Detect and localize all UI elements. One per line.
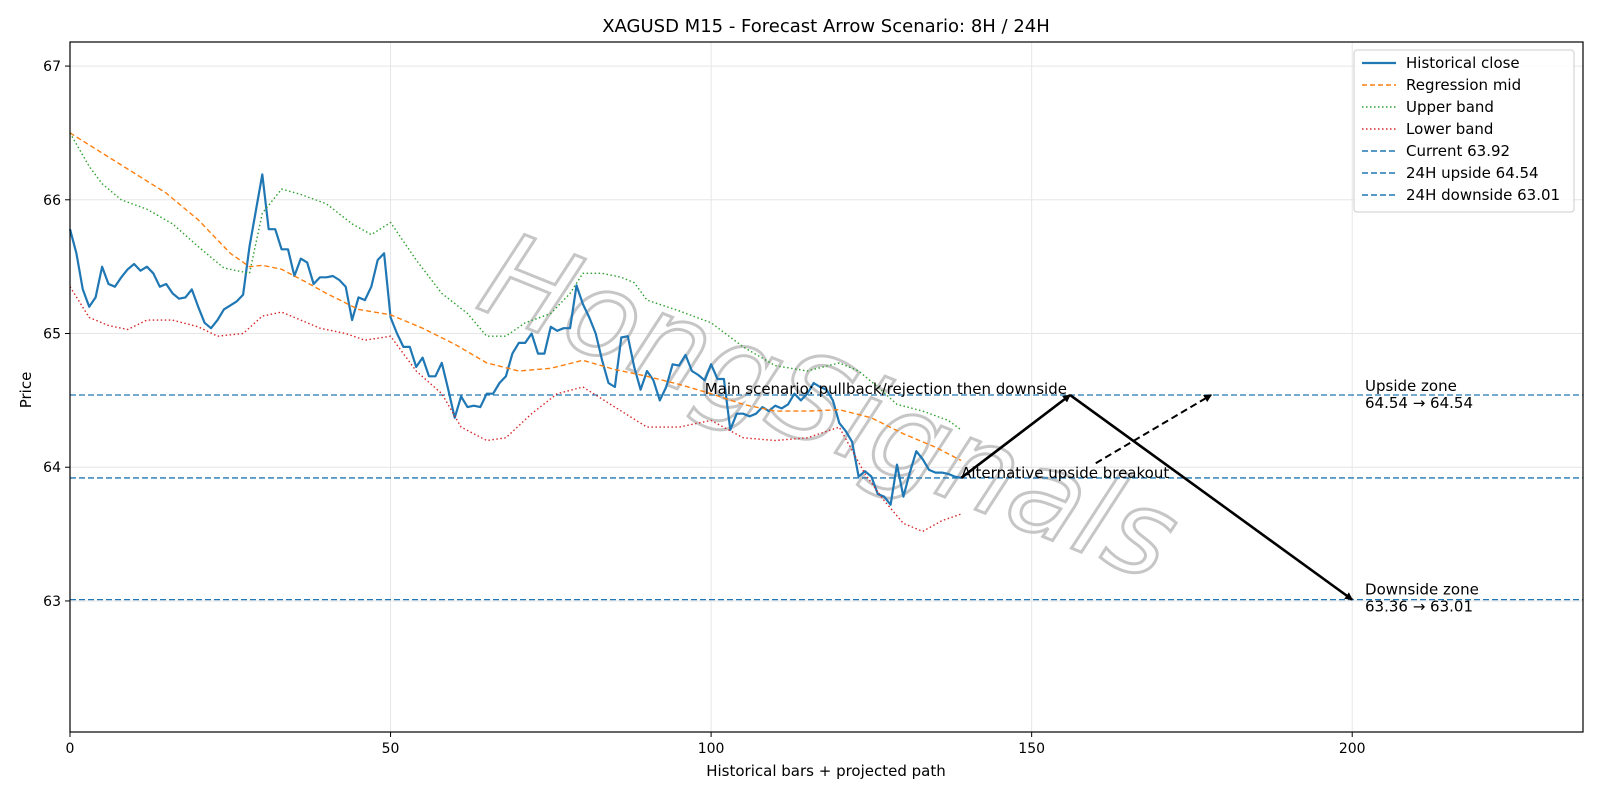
historical-close-line (68, 173, 962, 506)
main-scenario-arrow (1069, 393, 1354, 601)
series-lines (68, 132, 962, 533)
x-tick-label: 100 (698, 741, 725, 757)
upside-zone-title: Upside zone (1365, 377, 1457, 395)
grid (69, 42, 1583, 732)
alternative-scenario-arrow (1095, 394, 1213, 465)
y-tick-label: 67 (43, 59, 61, 75)
x-tick-label: 150 (1018, 741, 1045, 757)
chart-title: XAGUSD M15 - Forecast Arrow Scenario: 8H… (602, 16, 1050, 37)
main-scenario-label: Main scenario: pullback/rejection then d… (705, 380, 1067, 398)
upside-zone-range: 64.54 → 64.54 (1365, 394, 1473, 412)
x-axis-label: Historical bars + projected path (706, 762, 946, 780)
annotations: Main scenario: pullback/rejection then d… (705, 377, 1479, 616)
alternative-scenario-label: Alternative upside breakout (961, 464, 1169, 482)
legend-label: Historical close (1406, 54, 1520, 72)
lower-band-line (69, 286, 962, 533)
legend-label: Lower band (1406, 120, 1493, 138)
x-tick-label: 50 (382, 741, 400, 757)
x-tick-label: 200 (1339, 741, 1366, 757)
axis-ticks: 0 50 100 150 200 63 64 65 66 67 (43, 59, 1365, 757)
y-tick-label: 64 (43, 460, 61, 476)
plot-frame (69, 41, 1584, 733)
legend-label: Regression mid (1406, 76, 1521, 94)
y-tick-label: 66 (43, 193, 61, 209)
regression-mid-line (69, 132, 962, 462)
y-tick-label: 63 (43, 594, 61, 610)
y-tick-label: 65 (43, 327, 61, 343)
downside-zone-title: Downside zone (1365, 581, 1479, 599)
legend: Historical close Regression mid Upper band… (1353, 49, 1575, 213)
legend-label: Upper band (1406, 98, 1494, 116)
legend-label: 24H downside 63.01 (1406, 186, 1560, 204)
level-lines (70, 394, 1583, 601)
legend-label: Current 63.92 (1406, 142, 1510, 160)
x-tick-label: 0 (66, 741, 75, 757)
legend-box (1353, 49, 1575, 213)
scenario-arrows (960, 393, 1354, 601)
y-axis-label: Price (17, 372, 35, 409)
main-scenario-arrow (960, 393, 1071, 479)
downside-zone-range: 63.36 → 63.01 (1365, 598, 1473, 616)
legend-label: 24H upside 64.54 (1406, 164, 1539, 182)
